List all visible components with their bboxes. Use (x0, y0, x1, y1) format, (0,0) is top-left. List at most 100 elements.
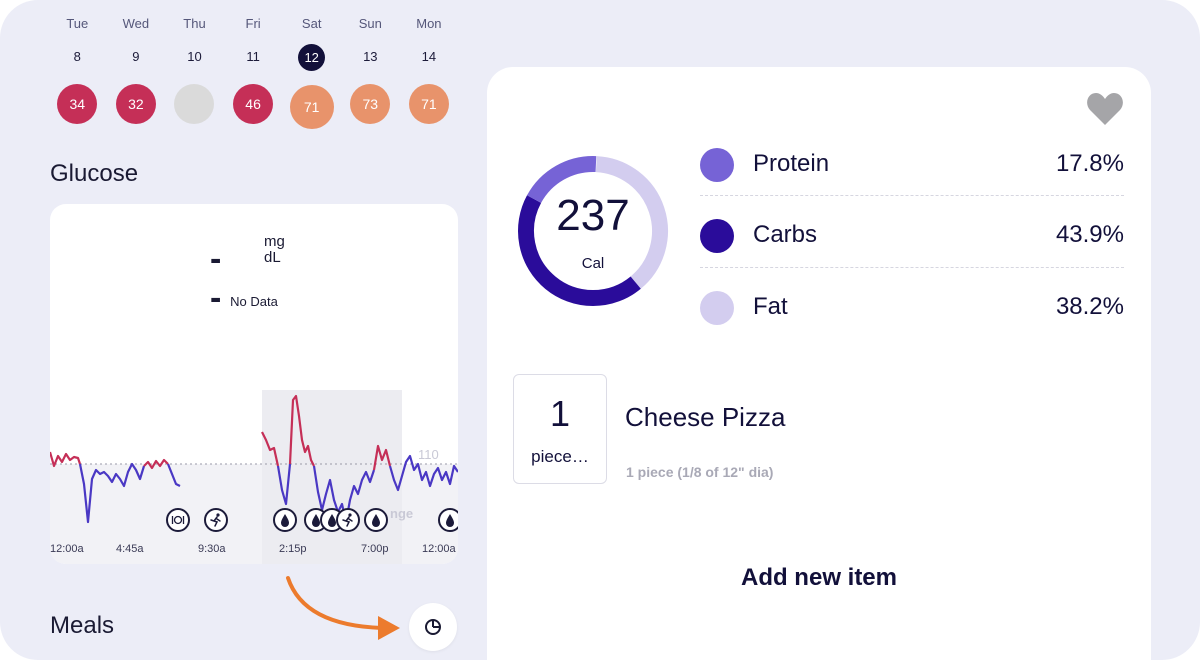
day-score-cell[interactable]: 46 (224, 84, 283, 124)
day-name: Fri (245, 16, 261, 31)
pie-chart-button[interactable] (409, 603, 457, 651)
glucose-value: -- (210, 240, 226, 317)
glucose-trace-segment (388, 454, 458, 492)
day-name: Sat (301, 16, 322, 31)
range-label: nge (390, 506, 414, 521)
day-number-label: 8 (73, 49, 81, 64)
calorie-value: 237 (556, 191, 630, 240)
glucose-trace (50, 394, 458, 524)
day-score-badge (174, 84, 215, 124)
day-score-cell[interactable]: 73 (341, 84, 400, 124)
macro-name: Fat (753, 293, 788, 320)
runner-icon[interactable] (204, 508, 228, 532)
macro-color-dot (700, 219, 734, 253)
glucose-trace-segment (78, 462, 146, 524)
macro-percent: 43.9% (1055, 221, 1124, 248)
glucose-card[interactable]: -- mg dL No Data 110 nge 12:00a 4:45a 9:30… (50, 204, 458, 564)
day-number[interactable]: 11 (224, 44, 283, 70)
day-number[interactable]: 14 (400, 44, 459, 70)
day-score-badge: 32 (115, 84, 156, 124)
donut-segment-protein (527, 156, 597, 204)
drop-icon[interactable] (438, 508, 458, 532)
day-score-badge: 46 (233, 84, 274, 124)
day-number-label: 10 (187, 49, 202, 64)
day-score-cell[interactable] (165, 84, 224, 124)
time-label: 4:45a (116, 543, 144, 555)
day-score-cell[interactable]: 32 (107, 84, 166, 124)
macro-donut-chart (518, 156, 668, 306)
glucose-trace-segment (372, 444, 392, 471)
quantity-box[interactable]: 1 piece… (513, 374, 607, 484)
reference-value-label: 110 (418, 447, 439, 462)
day-score-cell[interactable]: 71 (282, 84, 341, 129)
highlight-window (262, 390, 402, 564)
day-score-cell[interactable]: 34 (48, 84, 107, 124)
add-new-item-button[interactable]: Add new item (707, 560, 931, 596)
macro-divider (700, 267, 1124, 268)
day-number[interactable]: 8 (48, 44, 107, 70)
glucose-unit-top: mg (264, 233, 285, 250)
macro-row-carbs: Carbs 43.9% (700, 213, 1124, 259)
day-number-label: 11 (246, 49, 260, 64)
drop-icon[interactable] (273, 508, 297, 532)
donut-segment-carbs (518, 195, 641, 306)
heart-icon[interactable] (1085, 91, 1125, 127)
meals-title: Meals (50, 612, 115, 639)
glucose-trace-segment (288, 394, 315, 467)
fork-knife-icon[interactable] (166, 508, 190, 532)
meal-detail-card: 237 Cal Protein 17.8% Carbs 43.9% Fat 38.2% 1… (487, 67, 1151, 660)
macro-percent: 38.2% (1055, 293, 1124, 320)
calorie-label: Cal (581, 255, 605, 272)
day-name: Wed (122, 16, 150, 31)
glucose-title: Glucose (50, 160, 139, 187)
day-number-label: 12 (298, 44, 326, 71)
macro-color-dot (700, 148, 734, 182)
time-label: 9:30a (198, 543, 226, 555)
day-score-cell[interactable]: 71 (400, 84, 459, 124)
macro-percent: 17.8% (1055, 150, 1124, 177)
glucose-unit: mg dL (264, 234, 285, 266)
day-name: Tue (66, 16, 89, 31)
day-name: Thu (183, 16, 206, 31)
time-label: 12:00a (50, 543, 84, 555)
runner-icon[interactable] (336, 508, 360, 532)
day-number-label: 14 (421, 49, 437, 64)
day-name: Mon (416, 16, 442, 31)
pie-chart-icon (425, 619, 441, 635)
day-number[interactable]: 9 (107, 44, 166, 70)
annotation-arrow (286, 576, 400, 640)
food-name[interactable]: Cheese Pizza (625, 402, 786, 432)
glucose-trace-segment (261, 431, 280, 467)
macro-row-protein: Protein 17.8% (700, 142, 1124, 188)
day-score-badge: 71 (408, 84, 449, 124)
glucose-trace-segment (276, 463, 292, 506)
time-label: 12:00a (422, 543, 456, 555)
macro-color-dot (700, 291, 734, 325)
glucose-trace-segment (50, 451, 82, 468)
donut-segment-fat (595, 156, 668, 289)
day-name: Sun (358, 16, 382, 31)
time-label: 2:15p (279, 543, 307, 555)
macro-divider (700, 195, 1124, 196)
glucose-trace-segment (143, 458, 169, 470)
glucose-no-data: No Data (230, 294, 278, 309)
glucose-chart (50, 390, 458, 564)
time-label: 7:00p (361, 543, 389, 555)
glucose-unit-bottom: dL (264, 249, 281, 266)
day-score-badge: 71 (289, 85, 334, 129)
drop-icon[interactable] (364, 508, 388, 532)
day-number[interactable]: 10 (165, 44, 224, 70)
glucose-trace-segment (166, 463, 181, 487)
quantity-value: 1 (549, 393, 571, 434)
day-score-badge: 73 (350, 84, 391, 124)
macro-name: Protein (753, 150, 830, 177)
day-number-label: 13 (363, 49, 378, 64)
macro-name: Carbs (753, 221, 818, 248)
macro-row-fat: Fat 38.2% (700, 285, 1124, 331)
day-score-badge: 34 (57, 84, 98, 124)
quantity-unit: piece… (531, 447, 589, 466)
day-number[interactable]: 13 (341, 44, 400, 70)
day-number-label: 9 (132, 49, 140, 64)
day-number-selected[interactable]: 12 (282, 44, 341, 71)
